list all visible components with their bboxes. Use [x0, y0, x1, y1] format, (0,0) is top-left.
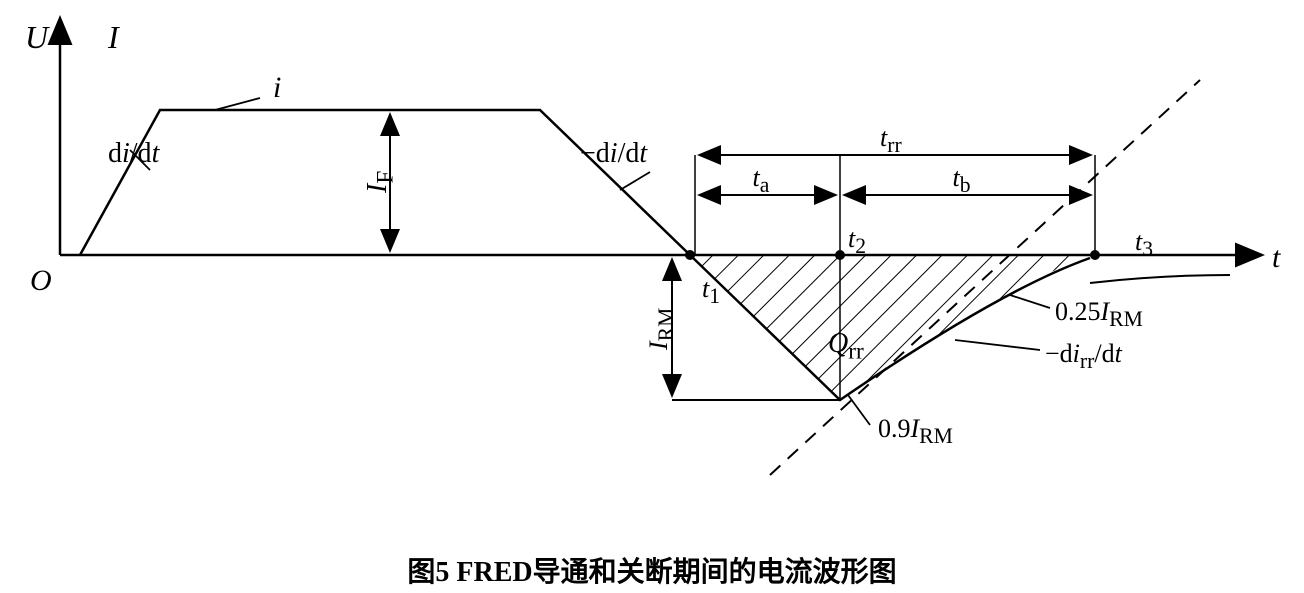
- label-trr: trr: [880, 123, 902, 158]
- label-i-curve: i: [273, 71, 281, 105]
- label-t-axis: t: [1272, 241, 1280, 275]
- label-tb: tb: [953, 163, 971, 198]
- label-I: I: [108, 19, 119, 56]
- label-didt-rise: di/dt: [108, 138, 159, 170]
- label-origin: O: [30, 264, 52, 298]
- label-09IRM: 0.9IRM: [878, 414, 953, 449]
- label-IF: IF: [362, 170, 400, 192]
- diagram-container: 图5 FRED导通和关断期间的电流波形图 U I Ot i di/dt −di/dt t1 t…: [0, 0, 1304, 593]
- label-t1: t1: [702, 274, 720, 309]
- label-didt-fall: −di/dt: [580, 138, 647, 170]
- label-ta: ta: [753, 163, 770, 198]
- label-IRM: IRM: [644, 307, 679, 349]
- waveform-svg: [0, 0, 1304, 500]
- label-U: U: [25, 19, 48, 56]
- label-t2: t2: [848, 224, 866, 259]
- figure-caption: 图5 FRED导通和关断期间的电流波形图: [0, 550, 1304, 590]
- label-t3: t3: [1135, 227, 1153, 262]
- label-dirrdt: −dirr/dt: [1045, 339, 1122, 374]
- label-025IRM: 0.25IRM: [1055, 297, 1143, 332]
- label-Qrr: Qrr: [828, 328, 864, 366]
